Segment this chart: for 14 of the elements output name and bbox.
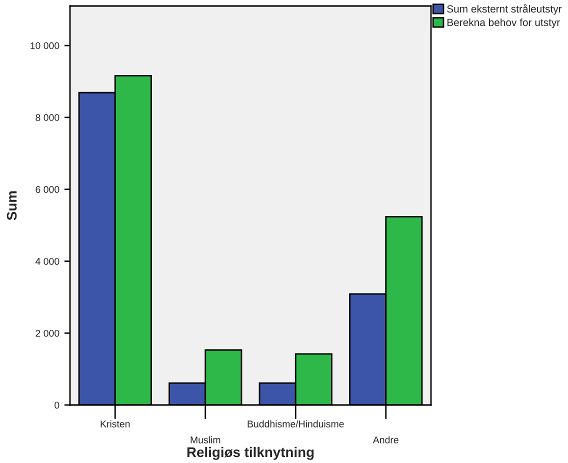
x-tick-label: Muslim [190, 436, 220, 444]
x-tick-label: Andre [372, 436, 398, 444]
y-tick-label: 6 000 [36, 186, 60, 193]
x-tick-label: Kristen [100, 420, 130, 428]
y-tick-label: 8 000 [36, 114, 60, 122]
legend-label: Sum eksternt stråleutstyr [447, 4, 562, 15]
y-axis-title: Sum [6, 191, 17, 220]
x-tick-label: Buddhisme/Hinduisme [248, 420, 344, 428]
y-tick-label: 4 000 [35, 258, 60, 265]
legend-label: Berekna behov for utstyr [447, 18, 560, 28]
y-tick-label: 2 000 [36, 330, 60, 337]
y-tick-label: 10 000 [30, 42, 60, 50]
y-tick-label: 0 [54, 402, 60, 409]
x-axis-title: Religiøs tilknytning [187, 446, 314, 460]
